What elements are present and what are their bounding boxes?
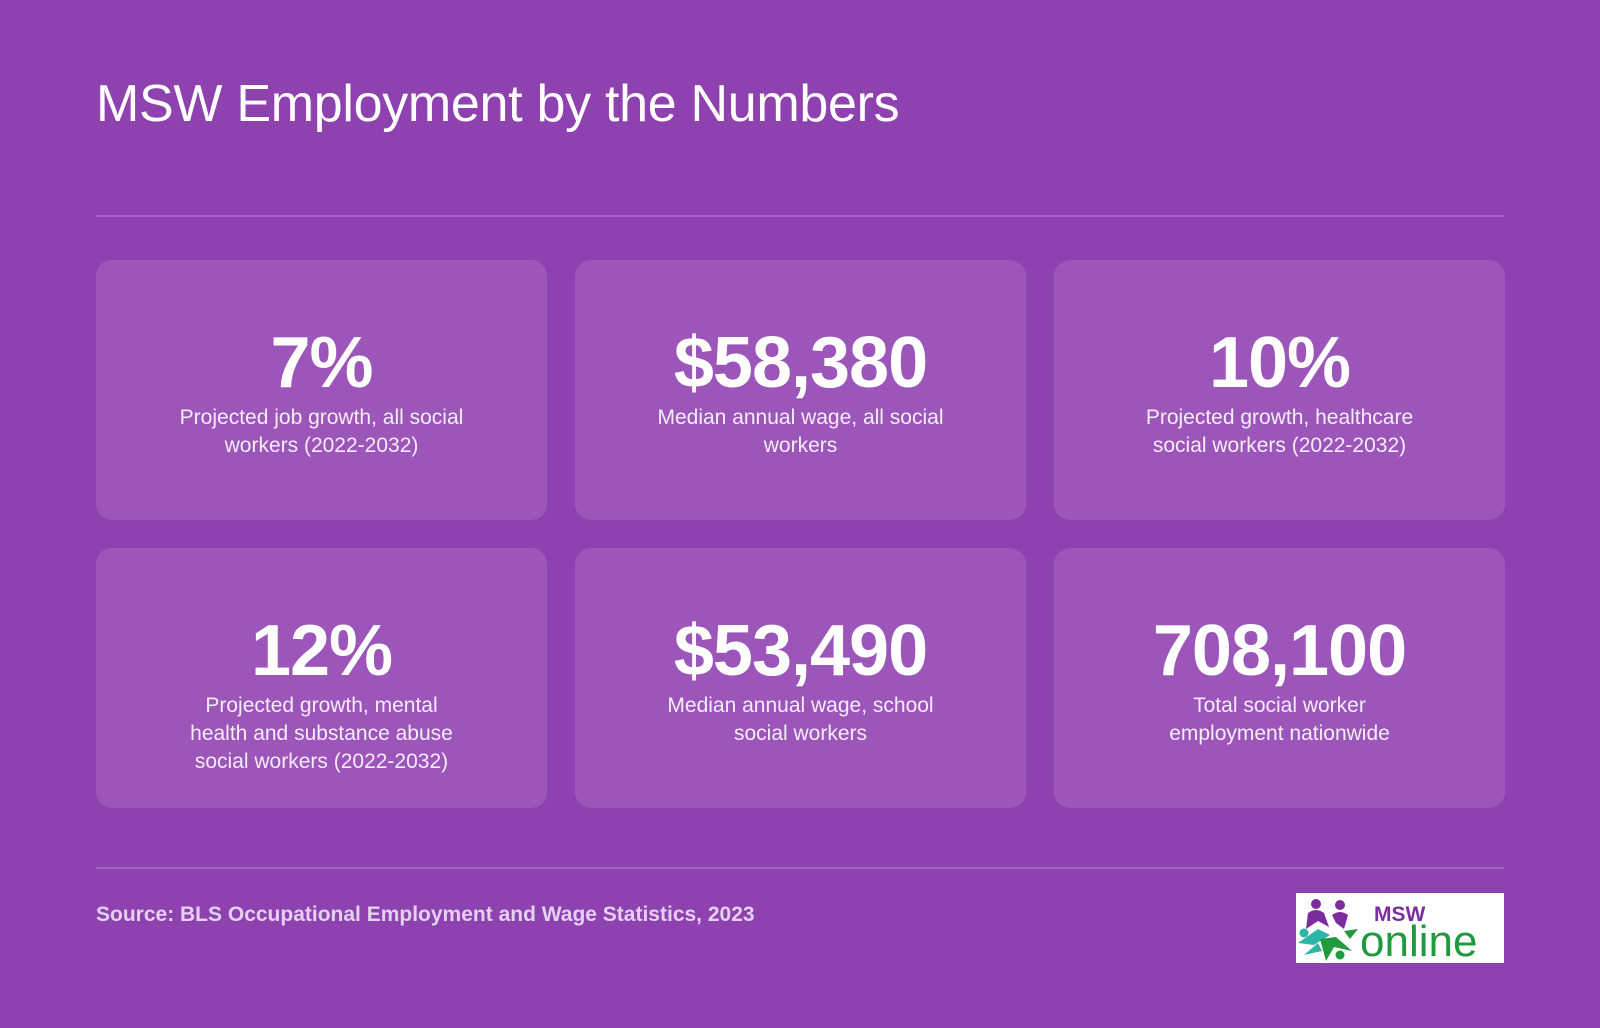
stat-label: Total social worker employment nationwid… bbox=[1169, 694, 1390, 745]
people-star-icon bbox=[1298, 899, 1358, 961]
stat-value: 10% bbox=[1208, 323, 1351, 403]
stat-label: Median annual wage, all social workers bbox=[657, 406, 944, 457]
stat-value: 708,100 bbox=[1152, 611, 1407, 691]
logo-main-text: online bbox=[1360, 917, 1477, 963]
stat-value: 12% bbox=[250, 611, 393, 691]
stats-grid: 7% Projected job growth, all social work… bbox=[96, 260, 1505, 808]
stat-card-mental-health-growth: 12% Projected growth, mental health and … bbox=[96, 548, 547, 808]
source-note: Source: BLS Occupational Employment and … bbox=[96, 903, 755, 926]
stat-label: Projected growth, mental health and subs… bbox=[190, 694, 453, 773]
stat-card-school-wage: $53,490 Median annual wage, school socia… bbox=[575, 548, 1026, 808]
stat-card-job-growth: 7% Projected job growth, all social work… bbox=[96, 260, 547, 520]
stat-card-median-wage: $58,380 Median annual wage, all social w… bbox=[575, 260, 1026, 520]
top-divider bbox=[96, 215, 1504, 217]
msw-online-logo: MSW online bbox=[1296, 893, 1504, 963]
bottom-divider bbox=[96, 867, 1504, 869]
stat-value: $58,380 bbox=[673, 323, 928, 403]
page-title: MSW Employment by the Numbers bbox=[96, 75, 900, 133]
stat-card-total-employment: 708,100 Total social worker employment n… bbox=[1054, 548, 1505, 808]
stat-label: Median annual wage, school social worker… bbox=[667, 694, 934, 745]
logo-top-text: MSW bbox=[1374, 903, 1426, 926]
stat-label: Projected growth, healthcare social work… bbox=[1145, 406, 1414, 457]
stat-card-healthcare-growth: 10% Projected growth, healthcare social … bbox=[1054, 260, 1505, 520]
stat-label: Projected job growth, all social workers… bbox=[179, 406, 464, 457]
stat-value: 7% bbox=[270, 323, 373, 403]
stat-value: $53,490 bbox=[673, 611, 928, 691]
